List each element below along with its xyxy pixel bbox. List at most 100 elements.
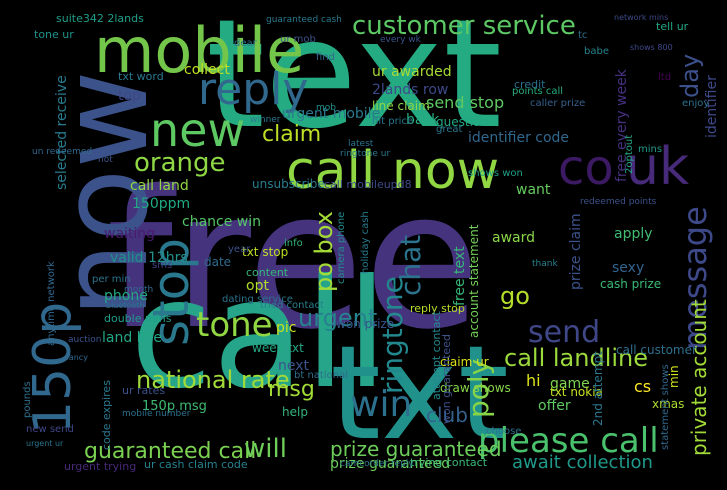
cloud-word-award: award	[492, 230, 535, 246]
cloud-word-want: want	[516, 182, 551, 198]
cloud-word-chat: chat	[394, 235, 427, 296]
cloud-word-info: info	[284, 238, 303, 249]
cloud-word-winner: winner	[250, 115, 281, 125]
cloud-word-150ppm: 150ppm	[132, 196, 190, 212]
cloud-word-bt-national: bt national	[294, 370, 348, 381]
cloud-word-game: game	[550, 376, 590, 392]
cloud-word-club: club	[426, 403, 468, 427]
cloud-word-points-call: points call	[512, 86, 563, 97]
cloud-word-win: win	[350, 384, 412, 425]
cloud-word-every-wk: every wk	[380, 35, 422, 45]
cloud-word-po-box: po box	[310, 211, 338, 292]
cloud-word-2lands-row: 2lands row	[372, 82, 448, 98]
cloud-word-stop: stop	[142, 238, 200, 346]
cloud-word-ur-rates: ur rates	[122, 384, 165, 397]
cloud-word-urgent-ur: urgent ur	[26, 439, 64, 448]
cloud-word-go: go	[500, 282, 530, 310]
cloud-word-orange: orange	[134, 148, 226, 178]
cloud-word-poly: poly	[462, 359, 495, 418]
cloud-word-reply: reply	[198, 64, 308, 115]
cloud-word-private-account: private account	[687, 299, 711, 456]
cloud-word-2optout: 2optout	[624, 135, 635, 174]
cloud-word-reply-stop: reply stop	[410, 302, 465, 315]
cloud-word-prize-guaranteed: prize guaranteed	[330, 437, 502, 461]
word-cloud: free text call txt now mobile call now reply new…	[18, 6, 718, 472]
cloud-word-per-min: per min	[92, 274, 131, 285]
cloud-word-won-guaranteed: won guaranteed	[440, 334, 453, 424]
cloud-word-network-mins: network mins	[614, 13, 668, 22]
cloud-word-next: next	[278, 358, 310, 374]
cloud-word-claim: claim	[262, 122, 321, 147]
cloud-word-credit: credit	[514, 78, 546, 91]
cloud-word-cash-prize: cash prize	[600, 277, 661, 291]
cloud-word-urgent: urgent	[298, 304, 377, 332]
cloud-word-fancy: fancy	[66, 353, 88, 362]
cloud-word-chance-win: chance win	[182, 214, 261, 230]
cloud-word-tried-contact: tried contact	[260, 300, 324, 311]
cloud-word-sms: sms	[152, 260, 172, 271]
cloud-word-bluetooth: bluetooth	[106, 301, 144, 310]
cloud-word-new-send: new send	[26, 424, 74, 435]
cloud-word-uk: uk	[626, 137, 689, 197]
cloud-word-ur-awarded: ur awarded	[372, 64, 452, 80]
cloud-word-unsubscribe: unsubscribe	[252, 177, 325, 191]
cloud-word-xmas: xmas	[652, 397, 684, 411]
cloud-word-collect: collect	[184, 62, 230, 78]
cloud-word-year: year	[228, 244, 251, 255]
cloud-word-double-mins: double mins	[104, 312, 172, 325]
cloud-word-free-every-week: free every week	[614, 68, 630, 182]
cloud-word-call-now: call now	[286, 141, 499, 201]
cloud-word-apply: apply	[614, 226, 653, 242]
cloud-word-txt-nokia: txt nokia	[550, 385, 603, 399]
cloud-word-urgent-mobile: urgent mobile	[282, 106, 380, 122]
cloud-word-choose: choose	[486, 426, 521, 437]
cloud-word-please-call: please call	[478, 421, 659, 461]
cloud-word-customer-service: customer service	[352, 11, 576, 41]
cloud-word-send: send	[528, 315, 600, 350]
cloud-word-send-stop: send stop	[426, 93, 504, 112]
cloud-word-txt-word: txt word	[118, 70, 164, 83]
cloud-word-tone-ur: tone ur	[34, 28, 74, 41]
cloud-background	[18, 6, 718, 472]
cloud-word-free: free	[106, 150, 481, 371]
cloud-word-valid-12hrs: valid 12hrs	[110, 250, 188, 266]
cloud-word-guaranteed-call: guaranteed call	[84, 439, 256, 464]
cloud-word-un-redeemed: un redeemed	[32, 147, 92, 157]
cloud-word-latest: latest	[348, 139, 374, 149]
cloud-word-redeemed-points: redeemed points	[580, 197, 657, 207]
cloud-word-msg: msg	[268, 377, 315, 402]
cloud-word-code-expires: code expires	[100, 380, 113, 450]
cloud-word-new: new	[150, 103, 245, 157]
cloud-word-sexy: sexy	[612, 260, 644, 276]
cloud-word-mobile-number: mobile number	[122, 409, 191, 419]
cloud-word-anytime-network: anytime network	[46, 261, 57, 346]
cloud-word-attempt-contact: attempt contact	[430, 311, 443, 400]
cloud-word-min: min	[667, 365, 681, 388]
cloud-word-cs: cs	[634, 377, 651, 396]
cloud-word-holiday-cash: holiday cash	[360, 211, 371, 274]
cloud-word-text: text	[206, 6, 502, 162]
cloud-word-call: call	[130, 248, 388, 422]
cloud-word-mob: mob	[316, 103, 336, 113]
cloud-word-suite342-2lands: suite342 2lands	[56, 12, 144, 25]
cloud-word-hot: hot	[98, 155, 113, 165]
cloud-word-2nd-attempt: 2nd attempt	[591, 351, 605, 426]
cloud-word-identifier-code: identifier code	[468, 130, 569, 146]
cloud-word-shows-800: shows 800	[630, 43, 673, 52]
cloud-word-auction: auction	[68, 335, 101, 345]
cloud-word-day: day	[676, 54, 704, 98]
cloud-word-dear: dear	[234, 38, 258, 49]
cloud-word-pounds: pounds	[22, 381, 33, 418]
cloud-word-find: find	[316, 52, 335, 63]
cloud-word-call-mobileupd8: call mobileupd8	[324, 178, 412, 191]
cloud-word-selected-receive: selected receive	[54, 75, 70, 190]
cloud-word-txt-stop: txt stop	[242, 245, 288, 259]
cloud-word-call-land: call land	[130, 178, 189, 194]
cloud-word-will: will	[244, 434, 287, 464]
cloud-word-call-landline: call landline	[504, 344, 648, 372]
cloud-word-opt: opt	[246, 278, 269, 294]
cloud-word-hi: hi	[526, 371, 541, 390]
cloud-word-camcorder-reply: camcorder reply	[340, 459, 414, 469]
cloud-word-prize-claim: prize claim	[568, 213, 584, 290]
